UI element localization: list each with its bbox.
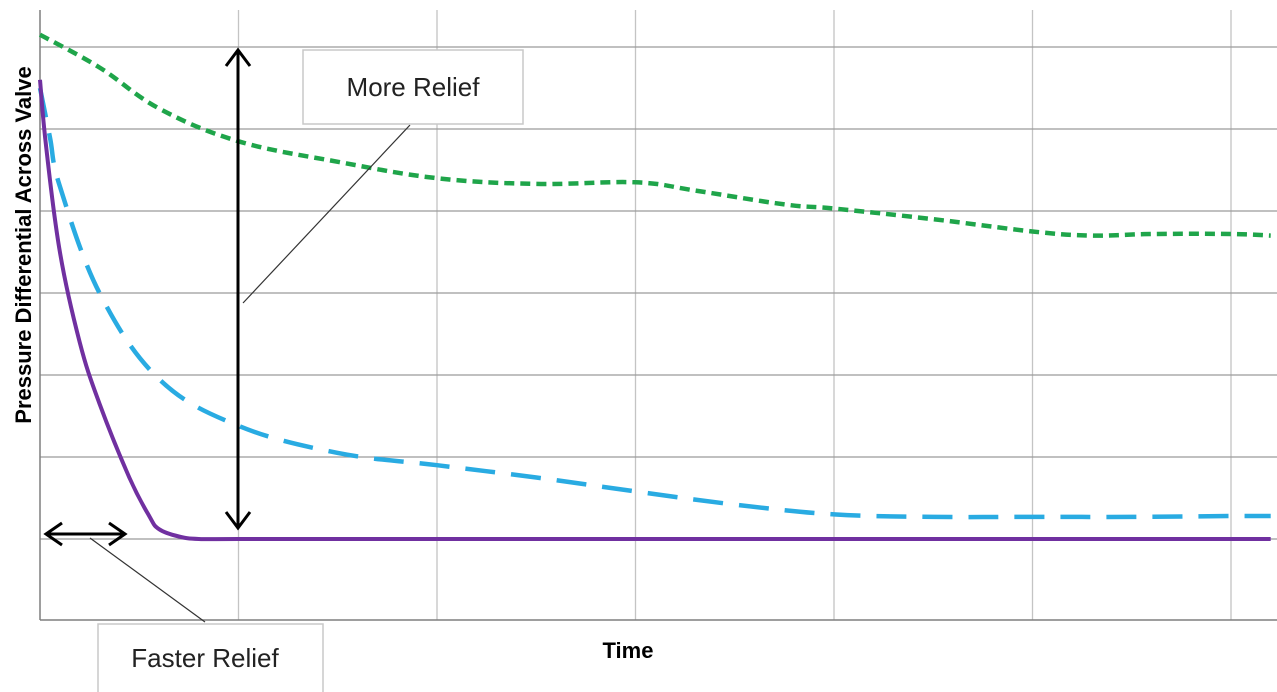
more-relief-leader-line (242, 124, 411, 304)
faster-relief-leader-line (89, 537, 206, 623)
series-line-3-solid (38, 79, 1271, 542)
series-line-2-long-dash (37, 87, 1271, 520)
y-axis-title: Pressure Differential Across Valve (11, 66, 36, 423)
more-relief-arrow (224, 47, 252, 531)
series-line-1-dotted-dash (38, 32, 1271, 238)
x-axis-title: Time (603, 638, 654, 663)
grid (40, 10, 1277, 620)
faster-relief-arrow (43, 521, 128, 547)
more-relief-box (302, 49, 524, 125)
more-relief-label: More Relief (347, 72, 481, 102)
faster-relief-box (97, 623, 324, 692)
faster-relief-label: Faster Relief (131, 643, 279, 673)
series-group (37, 32, 1271, 542)
